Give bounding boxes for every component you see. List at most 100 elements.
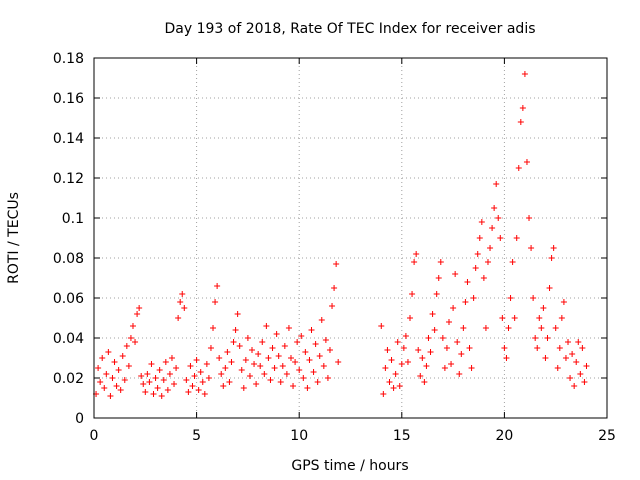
- data-point: [544, 335, 551, 341]
- y-axis-label: ROTI / TECUs: [6, 192, 22, 284]
- data-point: [123, 343, 130, 349]
- data-point: [244, 335, 251, 341]
- data-point: [287, 355, 294, 361]
- data-point: [152, 375, 159, 381]
- data-point: [146, 379, 153, 385]
- data-point: [136, 305, 143, 311]
- data-point: [267, 377, 274, 383]
- data-point: [464, 279, 471, 285]
- data-point: [450, 305, 457, 311]
- data-point: [179, 291, 186, 297]
- grid-layer: [94, 58, 607, 418]
- y-tick-label: 0.16: [53, 91, 84, 107]
- data-point: [394, 339, 401, 345]
- data-point: [437, 259, 444, 265]
- data-point: [499, 315, 506, 321]
- ticks-layer: 0 5 10 15 20 25 0 0.02 0.04 0.06 0.08 0.1 0.12 0.14 0.…: [53, 51, 616, 444]
- data-point: [388, 357, 395, 363]
- data-point: [134, 311, 141, 317]
- data-point: [526, 215, 533, 221]
- data-point: [236, 343, 243, 349]
- data-point: [201, 391, 208, 397]
- data-point: [501, 345, 508, 351]
- data-point: [474, 251, 481, 257]
- data-point: [103, 371, 110, 377]
- data-point: [521, 71, 528, 77]
- data-point: [195, 387, 202, 393]
- data-point: [470, 295, 477, 301]
- data-point: [121, 377, 128, 383]
- data-point: [242, 357, 249, 363]
- x-tick-label: 20: [495, 428, 513, 444]
- data-point: [175, 315, 182, 321]
- data-point: [427, 349, 434, 355]
- data-point: [249, 347, 256, 353]
- data-point: [320, 363, 327, 369]
- data-point: [316, 353, 323, 359]
- data-point: [439, 335, 446, 341]
- data-point: [390, 385, 397, 391]
- data-point: [95, 365, 102, 371]
- data-point: [150, 391, 157, 397]
- data-point: [177, 299, 184, 305]
- data-point: [433, 291, 440, 297]
- data-point: [240, 385, 247, 391]
- data-point: [554, 365, 561, 371]
- data-point: [517, 119, 524, 125]
- data-point: [480, 275, 487, 281]
- data-point: [333, 261, 340, 267]
- data-point: [191, 373, 198, 379]
- data-point: [275, 353, 282, 359]
- data-point: [435, 275, 442, 281]
- data-point: [487, 245, 494, 251]
- data-point: [187, 363, 194, 369]
- data-point: [421, 379, 428, 385]
- data-point: [491, 205, 498, 211]
- y-tick-label: 0.12: [53, 171, 84, 187]
- data-point: [158, 393, 165, 399]
- data-point: [472, 265, 479, 271]
- data-point: [523, 159, 530, 165]
- data-points-layer: [93, 71, 590, 399]
- data-point: [115, 367, 122, 373]
- data-point: [552, 325, 559, 331]
- data-point: [181, 305, 188, 311]
- data-point: [452, 271, 459, 277]
- data-point: [232, 327, 239, 333]
- data-point: [448, 361, 455, 367]
- data-point: [203, 361, 210, 367]
- data-point: [538, 325, 545, 331]
- data-point: [513, 235, 520, 241]
- data-point: [324, 375, 331, 381]
- data-point: [109, 375, 116, 381]
- data-point: [294, 339, 301, 345]
- data-point: [263, 323, 270, 329]
- data-point: [423, 363, 430, 369]
- data-point: [495, 215, 502, 221]
- data-point: [562, 355, 569, 361]
- data-point: [107, 393, 114, 399]
- data-point: [441, 365, 448, 371]
- data-point: [509, 259, 516, 265]
- data-point: [216, 355, 223, 361]
- data-point: [577, 371, 584, 377]
- data-point: [279, 363, 286, 369]
- data-point: [540, 305, 547, 311]
- data-point: [429, 311, 436, 317]
- x-tick-label: 15: [393, 428, 411, 444]
- data-point: [312, 341, 319, 347]
- data-point: [99, 355, 106, 361]
- data-point: [269, 345, 276, 351]
- data-point: [298, 333, 305, 339]
- y-tick-label: 0: [75, 411, 84, 427]
- data-point: [283, 371, 290, 377]
- data-point: [101, 385, 108, 391]
- data-point: [497, 235, 504, 241]
- data-point: [277, 379, 284, 385]
- data-point: [505, 325, 512, 331]
- data-point: [331, 285, 338, 291]
- data-point: [142, 389, 149, 395]
- data-point: [392, 371, 399, 377]
- data-point: [396, 383, 403, 389]
- data-point: [164, 387, 171, 393]
